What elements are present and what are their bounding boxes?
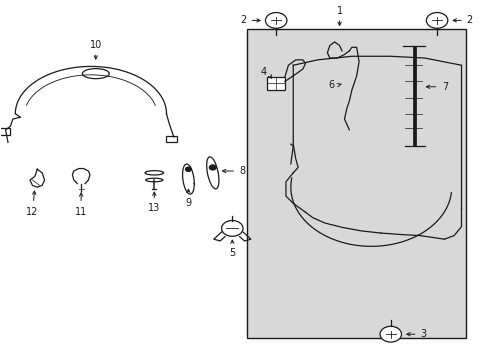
Circle shape bbox=[265, 13, 286, 28]
Ellipse shape bbox=[206, 157, 219, 189]
Bar bbox=[166, 136, 177, 142]
Text: 2: 2 bbox=[466, 15, 471, 26]
Text: 10: 10 bbox=[89, 40, 102, 50]
Text: 3: 3 bbox=[419, 329, 426, 339]
Text: 5: 5 bbox=[229, 248, 235, 258]
Text: 4: 4 bbox=[260, 67, 266, 77]
Text: 12: 12 bbox=[26, 207, 39, 217]
Ellipse shape bbox=[145, 171, 163, 175]
Text: 8: 8 bbox=[239, 166, 245, 176]
Text: 1: 1 bbox=[336, 6, 342, 16]
Circle shape bbox=[426, 13, 447, 28]
Bar bbox=[246, 30, 466, 338]
Text: 7: 7 bbox=[441, 82, 447, 92]
Circle shape bbox=[185, 167, 191, 171]
Circle shape bbox=[209, 165, 216, 170]
Text: 2: 2 bbox=[240, 15, 246, 26]
Text: 13: 13 bbox=[148, 203, 160, 213]
Ellipse shape bbox=[82, 69, 109, 78]
Bar bbox=[267, 77, 285, 90]
Text: 9: 9 bbox=[185, 198, 191, 208]
Text: 6: 6 bbox=[328, 80, 334, 90]
Text: 11: 11 bbox=[75, 207, 87, 217]
Circle shape bbox=[379, 326, 401, 342]
Bar bbox=[0, 128, 10, 135]
Ellipse shape bbox=[145, 178, 163, 182]
Circle shape bbox=[221, 221, 243, 236]
